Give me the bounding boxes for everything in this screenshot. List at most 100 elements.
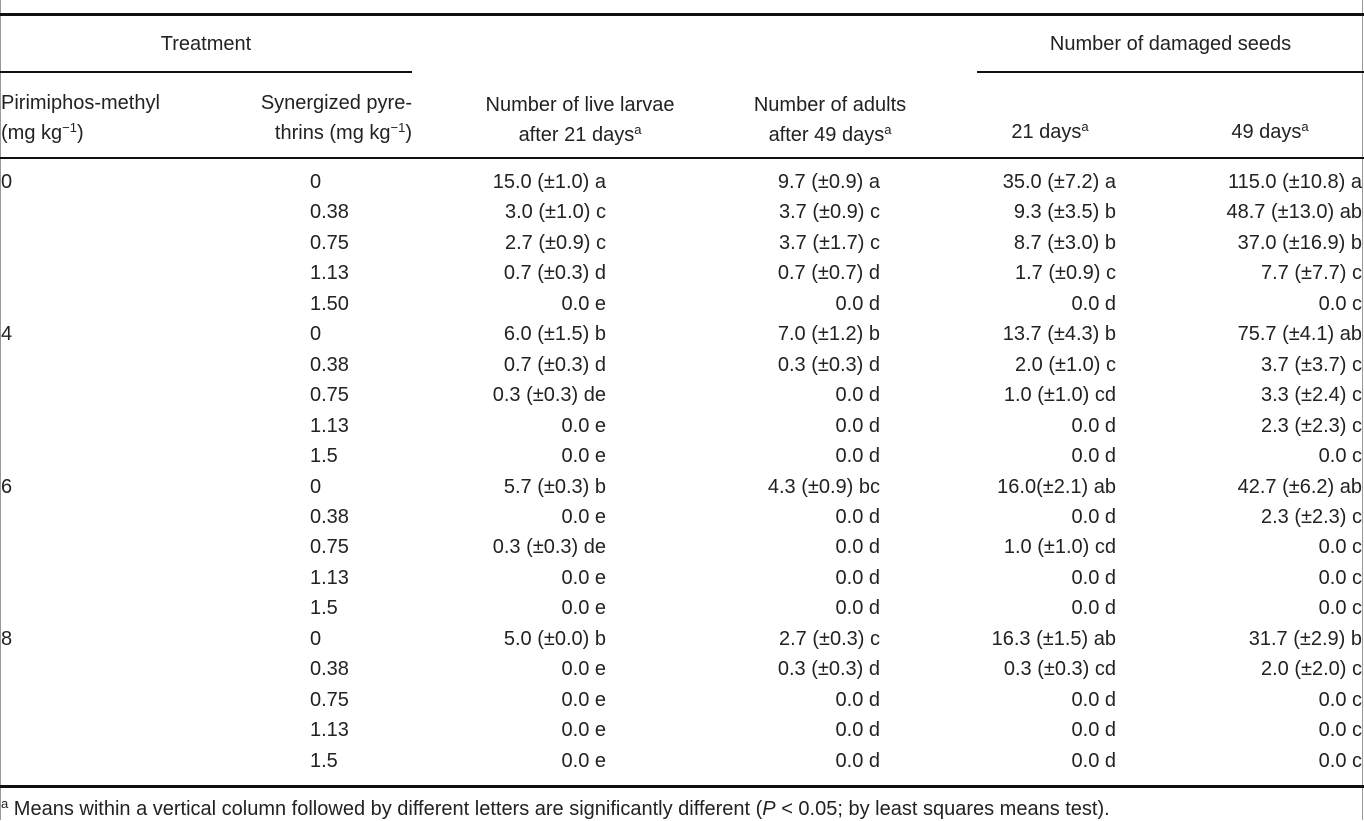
pm-cell: 8 [1, 627, 13, 650]
larvae-cell: 0.0 e [561, 658, 606, 681]
d49-cell: 2.0 (±2.0) c [1260, 658, 1362, 681]
right-border [1362, 0, 1363, 820]
d49-cell: 0.0 c [1318, 566, 1362, 589]
larvae-cell: 0.0 e [561, 688, 606, 711]
d49-cell: 7.7 (±7.7) c [1260, 262, 1362, 285]
left-border [0, 0, 1, 820]
d49-cell: 0.0 c [1318, 749, 1362, 772]
d21-cell: 0.0 d [1071, 749, 1116, 772]
header-text: (mg kg [1, 122, 63, 144]
larvae-cell: 0.7 (±0.3) d [503, 262, 606, 285]
header-sup: −1 [390, 120, 406, 135]
sp-cell: 1.5 [310, 445, 338, 468]
sp-cell: 1.13 [310, 414, 349, 437]
sp-cell: 0 [310, 627, 322, 650]
damaged-rule [977, 71, 1364, 73]
larvae-cell: 0.0 e [561, 292, 606, 315]
adults-cell: 0.0 d [835, 505, 880, 528]
sp-cell: 0.38 [310, 201, 349, 224]
adults-cell: 0.0 d [835, 566, 880, 589]
adults-cell: 0.0 d [835, 688, 880, 711]
sp-cell: 0 [310, 323, 322, 346]
bottom-rule [0, 785, 1364, 788]
larvae-cell: 5.7 (±0.3) b [503, 475, 606, 498]
d49-cell: 0.0 c [1318, 445, 1362, 468]
d21-cell: 1.0 (±1.0) cd [1003, 536, 1116, 559]
header-sup: a [884, 122, 892, 137]
d49-cell: 42.7 (±6.2) ab [1237, 475, 1362, 498]
sp-cell: 1.5 [310, 597, 338, 620]
top-rule [0, 13, 1364, 16]
pm-cell: 4 [1, 323, 13, 346]
adults-cell: 0.7 (±0.7) d [777, 262, 880, 285]
header-text: ) [405, 122, 412, 144]
sp-cell: 1.13 [310, 262, 349, 285]
d21-cell: 1.7 (±0.9) c [1014, 262, 1116, 285]
d49-cell: 75.7 (±4.1) ab [1237, 323, 1362, 346]
d21-cell: 8.7 (±3.0) b [1013, 231, 1116, 254]
d21-cell: 0.0 d [1071, 445, 1116, 468]
d49-cell: 3.7 (±3.7) c [1260, 353, 1362, 376]
header-sup: a [1081, 119, 1089, 134]
header-text: Synergized pyre- [260, 92, 412, 114]
footnote-mark: a [1, 796, 9, 811]
larvae-header: Number of live larvae after 21 daysa [440, 90, 720, 150]
d49-cell: 0.0 c [1318, 536, 1362, 559]
header-sup: a [634, 122, 642, 137]
header-text: 49 days [1231, 121, 1302, 143]
adults-cell: 0.0 d [835, 414, 880, 437]
d21-cell: 0.0 d [1071, 505, 1116, 528]
d21-cell: 16.3 (±1.5) ab [991, 627, 1116, 650]
header-text: ) [76, 122, 84, 144]
larvae-cell: 2.7 (±0.9) c [504, 231, 606, 254]
treatment-rule [0, 71, 412, 73]
sp-cell: 1.13 [310, 719, 349, 742]
d49-cell: 2.3 (±2.3) c [1260, 414, 1362, 437]
pm-header: Pirimiphos-methyl (mg kg−1) [1, 88, 160, 148]
header-text: after 21 days [518, 124, 635, 146]
larvae-cell: 0.0 e [561, 597, 606, 620]
d21-header: 21 daysa [960, 120, 1140, 144]
larvae-cell: 0.0 e [561, 749, 606, 772]
d49-cell: 3.3 (±2.4) c [1260, 384, 1362, 407]
d21-cell: 16.0(±2.1) ab [997, 475, 1116, 498]
footnote-italic: P [762, 798, 776, 820]
adults-cell: 0.0 d [835, 292, 880, 315]
sp-cell: 0.38 [310, 658, 349, 681]
damaged-header: Number of damaged seeds [1049, 33, 1292, 55]
d49-cell: 37.0 (±16.9) b [1237, 231, 1362, 254]
sp-cell: 0.38 [310, 353, 349, 376]
sp-cell: 0.75 [310, 688, 349, 711]
header-text: 21 days [1011, 121, 1082, 143]
d21-cell: 0.0 d [1071, 597, 1116, 620]
d49-cell: 115.0 (±10.8) a [1227, 171, 1362, 193]
adults-cell: 0.0 d [835, 445, 880, 468]
larvae-cell: 0.3 (±0.3) de [492, 384, 606, 407]
adults-cell: 9.7 (±0.9) a [777, 171, 880, 193]
larvae-cell: 3.0 (±1.0) c [504, 201, 606, 224]
larvae-cell: 0.0 e [561, 445, 606, 468]
footnote: a Means within a vertical column followe… [1, 797, 1110, 821]
adults-cell: 0.0 d [835, 384, 880, 407]
adults-cell: 0.0 d [835, 536, 880, 559]
header-text: Number of live larvae [485, 94, 675, 116]
header-rule [0, 157, 1364, 159]
d49-cell: 31.7 (±2.9) b [1248, 627, 1362, 650]
adults-cell: 0.3 (±0.3) d [777, 658, 880, 681]
d21-cell: 2.0 (±1.0) c [1014, 353, 1116, 376]
pm-cell: 0 [1, 171, 13, 193]
header-text: thrins (mg kg [274, 122, 391, 144]
larvae-cell: 0.7 (±0.3) d [503, 353, 606, 376]
sp-cell: 0 [310, 171, 322, 193]
d21-cell: 0.0 d [1071, 566, 1116, 589]
d49-header: 49 daysa [1180, 120, 1360, 144]
sp-cell: 0.75 [310, 536, 349, 559]
d21-cell: 0.0 d [1071, 292, 1116, 315]
d49-cell: 0.0 c [1318, 292, 1362, 315]
adults-cell: 3.7 (±1.7) c [778, 231, 880, 254]
larvae-cell: 0.3 (±0.3) de [492, 536, 606, 559]
adults-cell: 2.7 (±0.3) c [778, 627, 880, 650]
sp-cell: 0.75 [310, 231, 349, 254]
d21-cell: 0.0 d [1071, 688, 1116, 711]
pm-cell: 6 [1, 475, 13, 498]
